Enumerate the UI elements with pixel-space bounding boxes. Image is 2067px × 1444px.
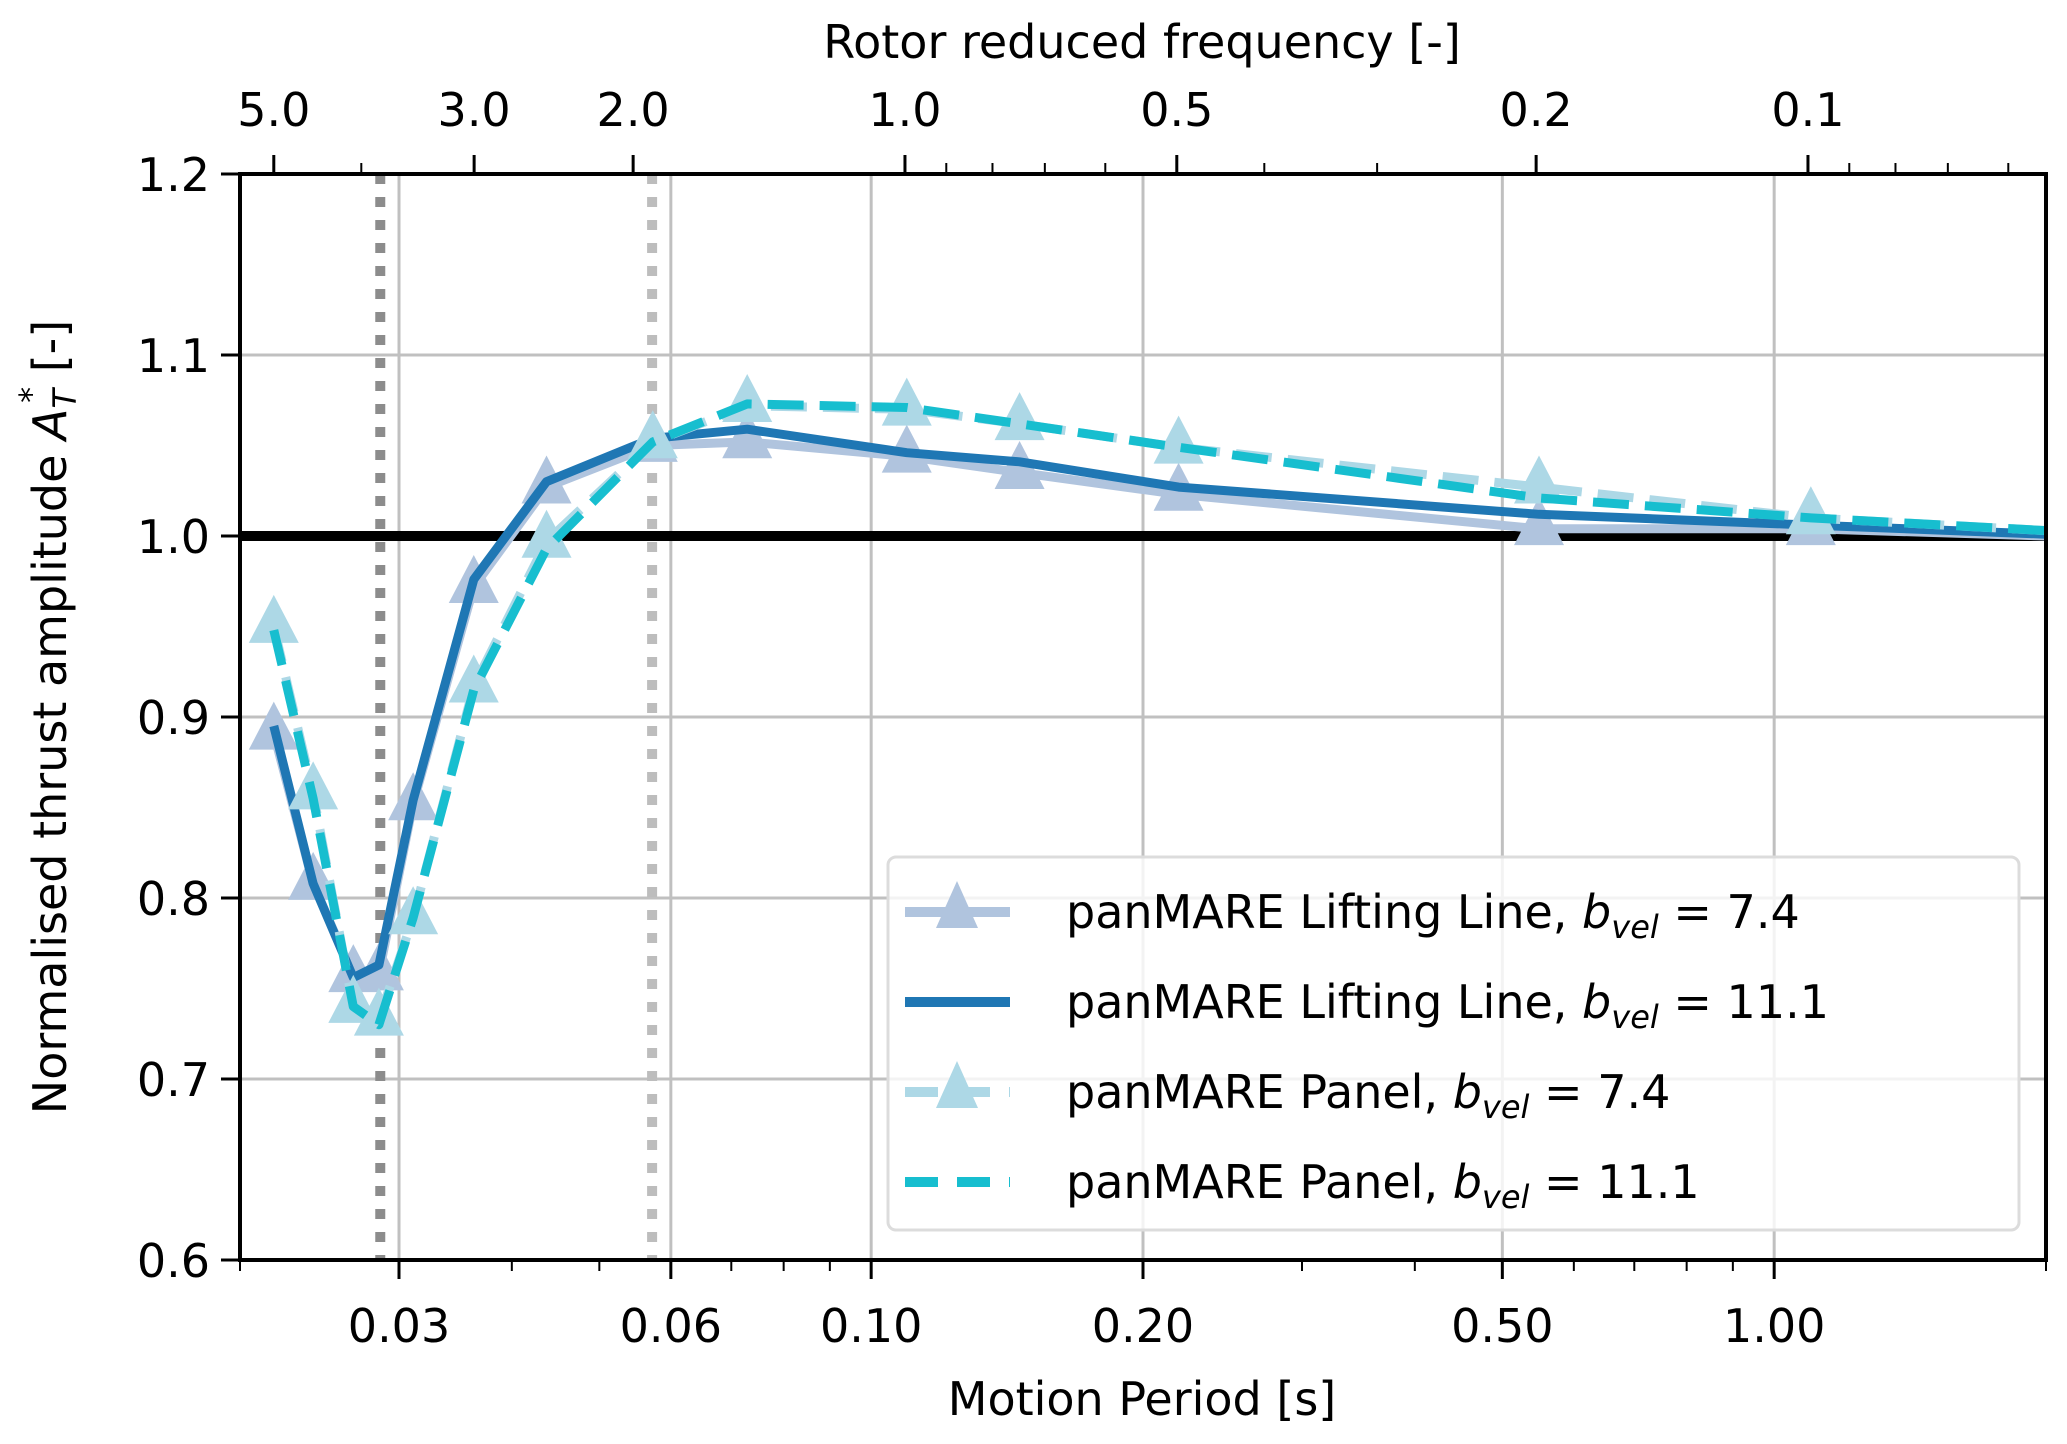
legend-label-1: panMARE Lifting Line, bvel = 7.4: [1066, 885, 1800, 946]
x-ticks: 0.03 0.06 0.10 0.20 0.50 1.00: [239, 1260, 2047, 1353]
series-1-marker: [1514, 497, 1565, 546]
legend-label-value: = 7.4: [1529, 1065, 1670, 1119]
y-axis-title-sup: *: [12, 387, 50, 403]
legend-label-value: = 11.1: [1659, 975, 1829, 1029]
y-axis-title-symbol: A: [23, 408, 77, 442]
legend-label-2: panMARE Lifting Line, bvel = 11.1: [1066, 975, 1829, 1036]
top-tick-label: 2.0: [597, 83, 670, 137]
legend-label-main: panMARE Panel,: [1066, 1155, 1453, 1209]
legend-label-3: panMARE Panel, bvel = 7.4: [1066, 1065, 1670, 1126]
x-tick-label: 0.03: [348, 1299, 450, 1353]
top-tick-label: 0.5: [1140, 83, 1213, 137]
series-3-marker: [627, 410, 678, 459]
legend-label-value: = 7.4: [1659, 885, 1800, 939]
series-1-marker: [248, 701, 299, 750]
y-tick-label: 1.0: [137, 510, 210, 564]
top-tick-label: 3.0: [438, 83, 511, 137]
y-tick-label: 1.2: [137, 148, 210, 202]
legend-marker-1: [936, 881, 978, 928]
legend-label-4: panMARE Panel, bvel = 11.1: [1066, 1155, 1700, 1216]
top-tick-label: 5.0: [237, 83, 310, 137]
series-3-marker: [881, 377, 932, 426]
y-tick-label: 1.1: [137, 329, 210, 383]
legend-label-subscript: vel: [1611, 998, 1659, 1036]
series-3-marker: [248, 594, 299, 643]
y-tick-label: 0.7: [137, 1053, 210, 1107]
series-3-marker: [521, 509, 572, 558]
y-axis-title-main: Normalised thrust amplitude: [23, 440, 77, 1114]
x-tick-label: 0.06: [620, 1299, 722, 1353]
y-tick-label: 0.9: [137, 691, 210, 745]
legend-box: [886, 855, 2021, 1232]
vertical-markers: [375, 174, 658, 1260]
legend-label-main: panMARE Panel,: [1066, 1065, 1453, 1119]
x-axis-title: Motion Period [s]: [948, 1372, 1336, 1426]
series-3-marker: [1153, 415, 1204, 464]
top-tick-label: 0.2: [1500, 83, 1573, 137]
series-3-marker: [994, 392, 1045, 441]
top-tick-label: 1.0: [868, 83, 941, 137]
top-tick-label: 0.1: [1771, 83, 1844, 137]
x-tick-label: 0.50: [1451, 1299, 1553, 1353]
legend-label-value: = 11.1: [1529, 1155, 1699, 1209]
x-tick-label: 0.10: [820, 1299, 922, 1353]
series-line-4: [269, 399, 2047, 1030]
legend-label-symbol: b: [1453, 1155, 1482, 1209]
series-1-marker: [722, 410, 773, 459]
legend-label-symbol: b: [1453, 1065, 1482, 1119]
y-axis-title: Normalised thrust amplitude AT* [-]: [12, 320, 84, 1114]
legend-label-subscript: vel: [1482, 1178, 1530, 1216]
series-3-marker: [1514, 455, 1565, 504]
series-layer: [248, 374, 2047, 1036]
legend-label-symbol: b: [1582, 885, 1611, 939]
x-tick-label: 0.20: [1092, 1299, 1194, 1353]
x-tick-label: 1.00: [1723, 1299, 1825, 1353]
legend-label-subscript: vel: [1611, 908, 1659, 946]
y-tick-label: 0.8: [137, 872, 210, 926]
top-x-axis-title: Rotor reduced frequency [-]: [823, 15, 1461, 69]
legend-marker-3: [936, 1061, 978, 1108]
legend-label-main: panMARE Lifting Line,: [1066, 885, 1582, 939]
y-ticks: 0.6 0.7 0.8 0.9 1.0 1.1 1.2: [137, 148, 240, 1288]
series-3-marker: [1785, 486, 1836, 535]
top-x-ticks: 5.0 3.0 2.0 1.0 0.5 0.2 0.1: [237, 83, 2010, 174]
series-3-marker: [448, 654, 499, 703]
legend-label-symbol: b: [1582, 975, 1611, 1029]
legend-label-subscript: vel: [1482, 1088, 1530, 1126]
y-axis-title-sub: T: [46, 386, 84, 408]
y-tick-label: 0.6: [137, 1234, 210, 1288]
legend: panMARE Lifting Line, bvel = 7.4panMARE …: [886, 855, 2021, 1232]
legend-label-main: panMARE Lifting Line,: [1066, 975, 1582, 1029]
y-axis-title-unit: [-]: [23, 320, 77, 387]
